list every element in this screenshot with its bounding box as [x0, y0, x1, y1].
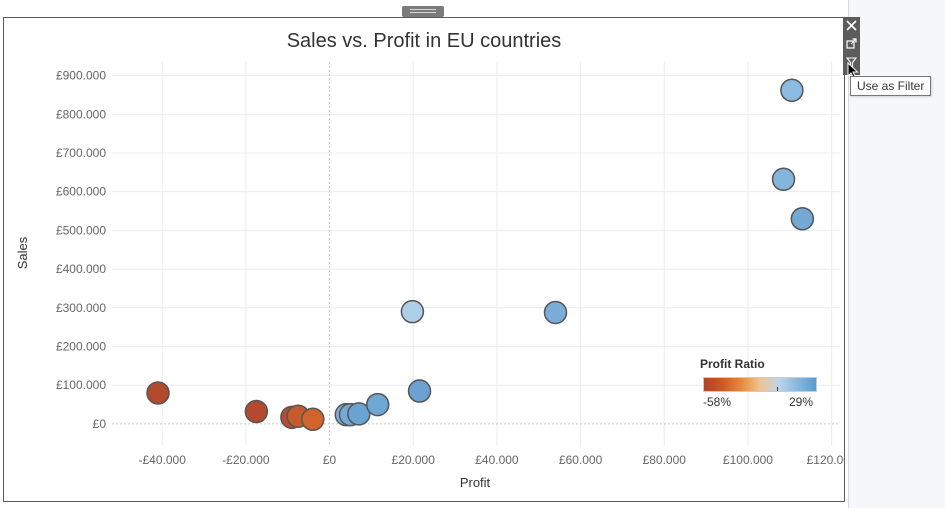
- y-tick-label: £600.000: [56, 185, 106, 199]
- grip-line: [410, 9, 436, 10]
- x-tick-label: £100.000: [723, 453, 773, 467]
- legend-min-label: -58%: [703, 395, 732, 409]
- legend-title: Profit Ratio: [700, 357, 765, 371]
- legend-zero-tick: [777, 387, 778, 391]
- data-point[interactable]: [771, 167, 796, 192]
- data-point[interactable]: [780, 78, 804, 103]
- data-point[interactable]: [407, 379, 432, 403]
- legend-color-ramp: [703, 377, 817, 392]
- x-tick-label: £120.000: [807, 453, 845, 467]
- close-icon: [846, 20, 857, 31]
- data-point[interactable]: [790, 207, 815, 231]
- chart-title: Sales vs. Profit in EU countries: [286, 30, 562, 52]
- y-tick-label: £400.000: [56, 262, 106, 276]
- x-tick-label: -£40.000: [139, 453, 187, 467]
- data-points: [146, 78, 815, 432]
- y-tick-label: £800.000: [56, 107, 106, 121]
- worksheet-toolbar: [843, 17, 860, 75]
- grip-line: [410, 12, 436, 13]
- x-tick-label: -£20.000: [222, 453, 270, 467]
- data-point[interactable]: [543, 300, 568, 325]
- tick-labels: -£40.000 -£20.000 £0 £20.000 £40.000 £60.000 £…: [56, 69, 845, 467]
- x-tick-label: £40.000: [475, 453, 519, 467]
- x-tick-label: £20.000: [392, 453, 436, 467]
- data-point[interactable]: [301, 407, 325, 432]
- external-link-icon: [846, 38, 857, 49]
- tooltip-use-as-filter: Use as Filter: [850, 76, 932, 96]
- chart-container: [3, 17, 845, 502]
- legend-max-label: 29%: [789, 395, 814, 409]
- x-axis-label: Profit: [460, 475, 491, 490]
- x-tick-label: £60.000: [559, 453, 603, 467]
- x-tick-label: £0: [323, 453, 337, 467]
- open-external-button[interactable]: [843, 35, 860, 52]
- y-axis-label: Sales: [15, 236, 30, 269]
- y-tick-label: £100.000: [56, 378, 106, 392]
- data-point[interactable]: [400, 299, 425, 324]
- data-point[interactable]: [347, 402, 371, 426]
- data-point[interactable]: [365, 392, 390, 417]
- drag-handle[interactable]: [402, 6, 444, 17]
- y-tick-label: £500.000: [56, 223, 106, 237]
- y-tick-label: £0: [93, 417, 107, 431]
- y-tick-label: £700.000: [56, 146, 106, 160]
- y-tick-label: £900.000: [56, 69, 106, 83]
- data-point[interactable]: [146, 381, 170, 405]
- data-point[interactable]: [244, 399, 269, 424]
- y-tick-label: £200.000: [56, 340, 106, 354]
- close-button[interactable]: [843, 17, 860, 34]
- y-tick-label: £300.000: [56, 301, 106, 315]
- scatter-plot: -£40.000 -£20.000 £0 £20.000 £40.000 £60.000 £…: [15, 62, 845, 490]
- x-tick-label: £80.000: [643, 453, 687, 467]
